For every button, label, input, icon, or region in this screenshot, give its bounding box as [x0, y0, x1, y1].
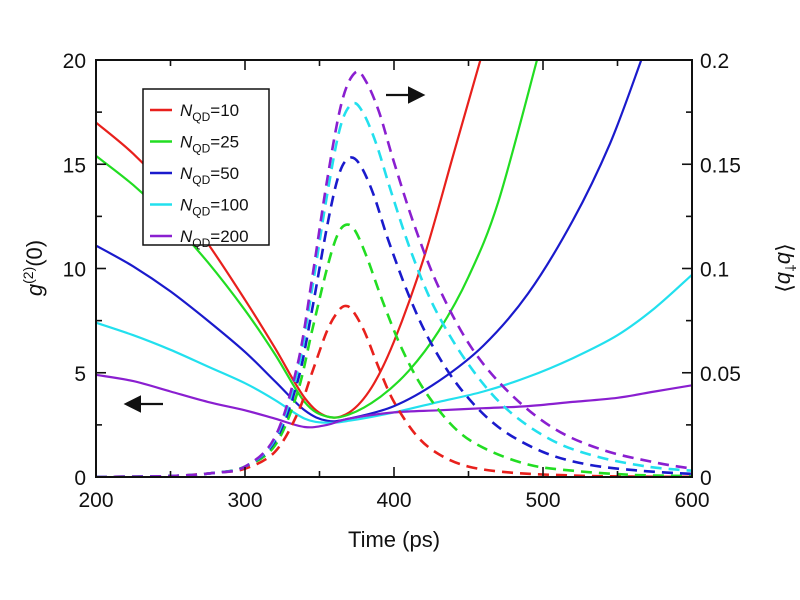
y-left-tick-label: 15 [63, 154, 86, 177]
x-tick-label: 300 [227, 489, 262, 512]
y-left-tick-label: 20 [63, 50, 86, 73]
y-right-label-op2: b [773, 272, 798, 284]
legend-item: NQD=200 [150, 227, 249, 250]
y-left-label-suffix: (0) [22, 240, 47, 267]
x-tick-label: 400 [376, 489, 411, 512]
y-right-tick-label: 0.1 [700, 259, 729, 282]
series-line-9 [96, 70, 692, 477]
legend-item: NQD=100 [150, 196, 249, 219]
series-line-6 [96, 223, 692, 477]
y-left-label-sup: (2) [20, 267, 36, 284]
y-left-label-base: g [22, 283, 47, 296]
legend-label: NQD=100 [180, 196, 249, 219]
y-right-tick-label: 0.05 [700, 363, 741, 386]
series-line-8 [96, 101, 692, 477]
series-line-7 [96, 156, 692, 477]
ticks-layer [95, 59, 693, 478]
legend-label: NQD=200 [180, 227, 249, 250]
x-tick-label: 600 [674, 489, 709, 512]
legend-item: NQD=10 [150, 101, 239, 124]
y-right-axis-label: ⟨b†b⟩ [773, 243, 799, 292]
y-right-tick-label: 0.15 [700, 154, 741, 177]
y-left-tick-label: 10 [63, 259, 86, 282]
legend-item: NQD=50 [150, 164, 239, 187]
legend-label: NQD=10 [180, 101, 239, 124]
svg-text:g(2)(0): g(2)(0) [20, 240, 47, 296]
x-axis-label: Time (ps) [348, 527, 440, 552]
y-left-axis-label: g(2)(0) [20, 240, 47, 296]
y-right-label-close: ⟩ [773, 284, 798, 293]
legend: NQD=10 NQD=25 NQD=50 NQD=100 NQD=200 [142, 88, 270, 250]
x-tick-label: 500 [525, 489, 560, 512]
series-line-3 [96, 273, 692, 424]
legend-label: NQD=50 [180, 164, 239, 187]
y-right-tick-label: 0.2 [700, 50, 729, 73]
y-left-tick-label: 5 [74, 363, 86, 386]
x-tick-label: 200 [78, 489, 113, 512]
series-line-4 [96, 373, 692, 429]
legend-item: NQD=25 [150, 133, 239, 156]
legend-label: NQD=25 [180, 133, 239, 156]
y-right-label-open: ⟨ [773, 243, 798, 252]
y-right-label-dagger: † [783, 264, 799, 272]
legend-box [142, 88, 270, 246]
svg-text:⟨b†b⟩: ⟨b†b⟩ [773, 243, 799, 292]
y-right-tick-label: 0 [700, 467, 712, 490]
y-left-tick-label: 0 [74, 467, 86, 490]
y-right-label-op1: b [773, 252, 798, 264]
